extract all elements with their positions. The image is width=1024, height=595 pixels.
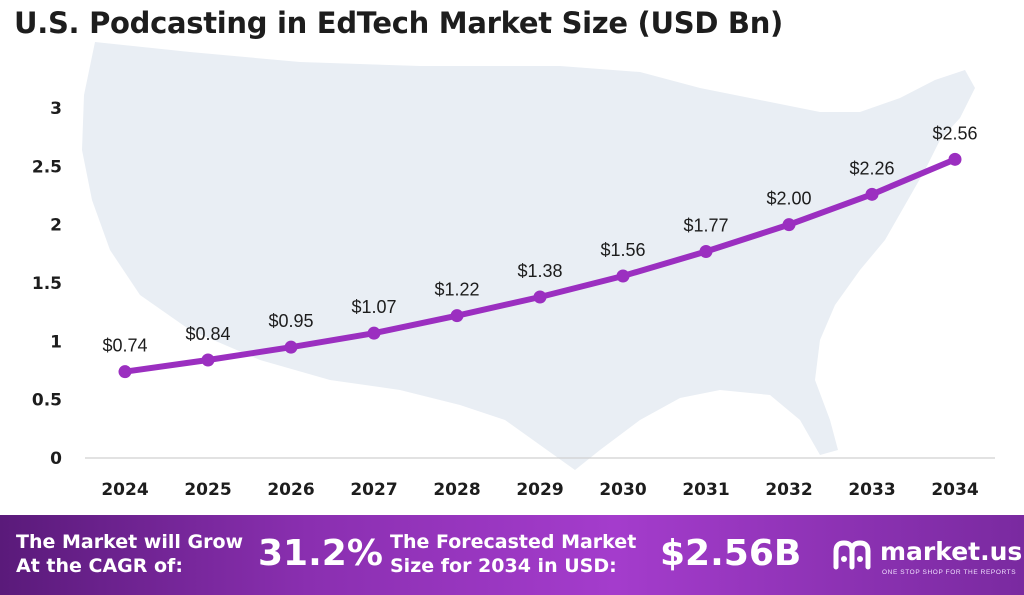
y-tick-label: 1.5 (32, 274, 62, 294)
data-label: $1.56 (600, 240, 645, 260)
data-point (450, 309, 464, 323)
x-tick-label: 2029 (516, 480, 563, 500)
data-point (948, 152, 962, 166)
x-tick-label: 2030 (599, 480, 646, 500)
y-tick-labels: 0 0.5 1 1.5 2 2.5 3 (32, 99, 62, 469)
forecast-label: The Forecasted Market Size for 2034 in U… (390, 530, 636, 578)
y-tick-label: 0 (50, 449, 62, 469)
data-point (367, 326, 381, 340)
chart-title: U.S. Podcasting in EdTech Market Size (U… (14, 6, 784, 40)
data-label: $1.38 (517, 261, 562, 281)
x-tick-label: 2031 (682, 480, 729, 500)
x-tick-label: 2025 (184, 480, 231, 500)
x-tick-labels: 2024 2025 2026 2027 2028 2029 2030 2031 2032 2033… (101, 480, 978, 500)
data-label: $0.84 (185, 324, 230, 344)
data-label: $0.74 (102, 336, 147, 356)
footer-banner: The Market will Grow At the CAGR of: 31.… (0, 515, 1024, 595)
cagr-value: 31.2% (258, 533, 383, 574)
data-point (533, 290, 547, 304)
cagr-label-line1: The Market will Grow (16, 531, 244, 553)
us-map-background (82, 42, 975, 470)
y-tick-label: 3 (50, 99, 62, 119)
data-point (118, 365, 132, 379)
forecast-label-line1: The Forecasted Market (390, 531, 637, 553)
data-points (118, 152, 962, 379)
x-tick-label: 2027 (350, 480, 397, 500)
x-tick-label: 2028 (433, 480, 480, 500)
x-tick-label: 2034 (931, 480, 978, 500)
y-tick-label: 1 (50, 332, 62, 352)
x-tick-label: 2026 (267, 480, 314, 500)
data-point (699, 245, 713, 258)
x-tick-label: 2024 (101, 480, 148, 500)
data-label: $2.00 (766, 189, 811, 209)
y-tick-label: 0.5 (32, 391, 62, 411)
data-point (201, 353, 215, 367)
brand-tagline: ONE STOP SHOP FOR THE REPORTS (882, 569, 1017, 576)
data-label: $1.77 (683, 216, 728, 236)
forecast-label-line2: Size for 2034 in USD: (390, 555, 617, 577)
x-tick-label: 2033 (848, 480, 895, 500)
brand-name: market.us (880, 537, 1023, 566)
cagr-label-line2: At the CAGR of: (16, 555, 183, 577)
data-labels: $0.74 $0.84 $0.95 $1.07 $1.22 $1.38 $1.56 $1.77… (102, 123, 977, 355)
data-point (865, 187, 879, 201)
market-us-logo-icon (833, 540, 871, 570)
data-label: $2.56 (932, 123, 977, 143)
data-label: $1.07 (351, 297, 396, 317)
data-point (284, 340, 298, 354)
data-label: $1.22 (434, 280, 479, 300)
data-label: $0.95 (268, 311, 313, 331)
data-point (616, 269, 630, 283)
market-us-logo: market.us ONE STOP SHOP FOR THE REPORTS (832, 535, 1022, 581)
forecast-value: $2.56B (660, 533, 802, 574)
y-tick-label: 2.5 (32, 157, 62, 177)
data-point (782, 218, 796, 232)
x-tick-label: 2032 (765, 480, 812, 500)
data-label: $2.26 (849, 158, 894, 178)
cagr-label: The Market will Grow At the CAGR of: (16, 530, 243, 578)
y-tick-label: 2 (50, 216, 62, 236)
line-chart: 00.511.522.53 2024 2025 2026 2027 2028 2029 20… (32, 42, 995, 500)
